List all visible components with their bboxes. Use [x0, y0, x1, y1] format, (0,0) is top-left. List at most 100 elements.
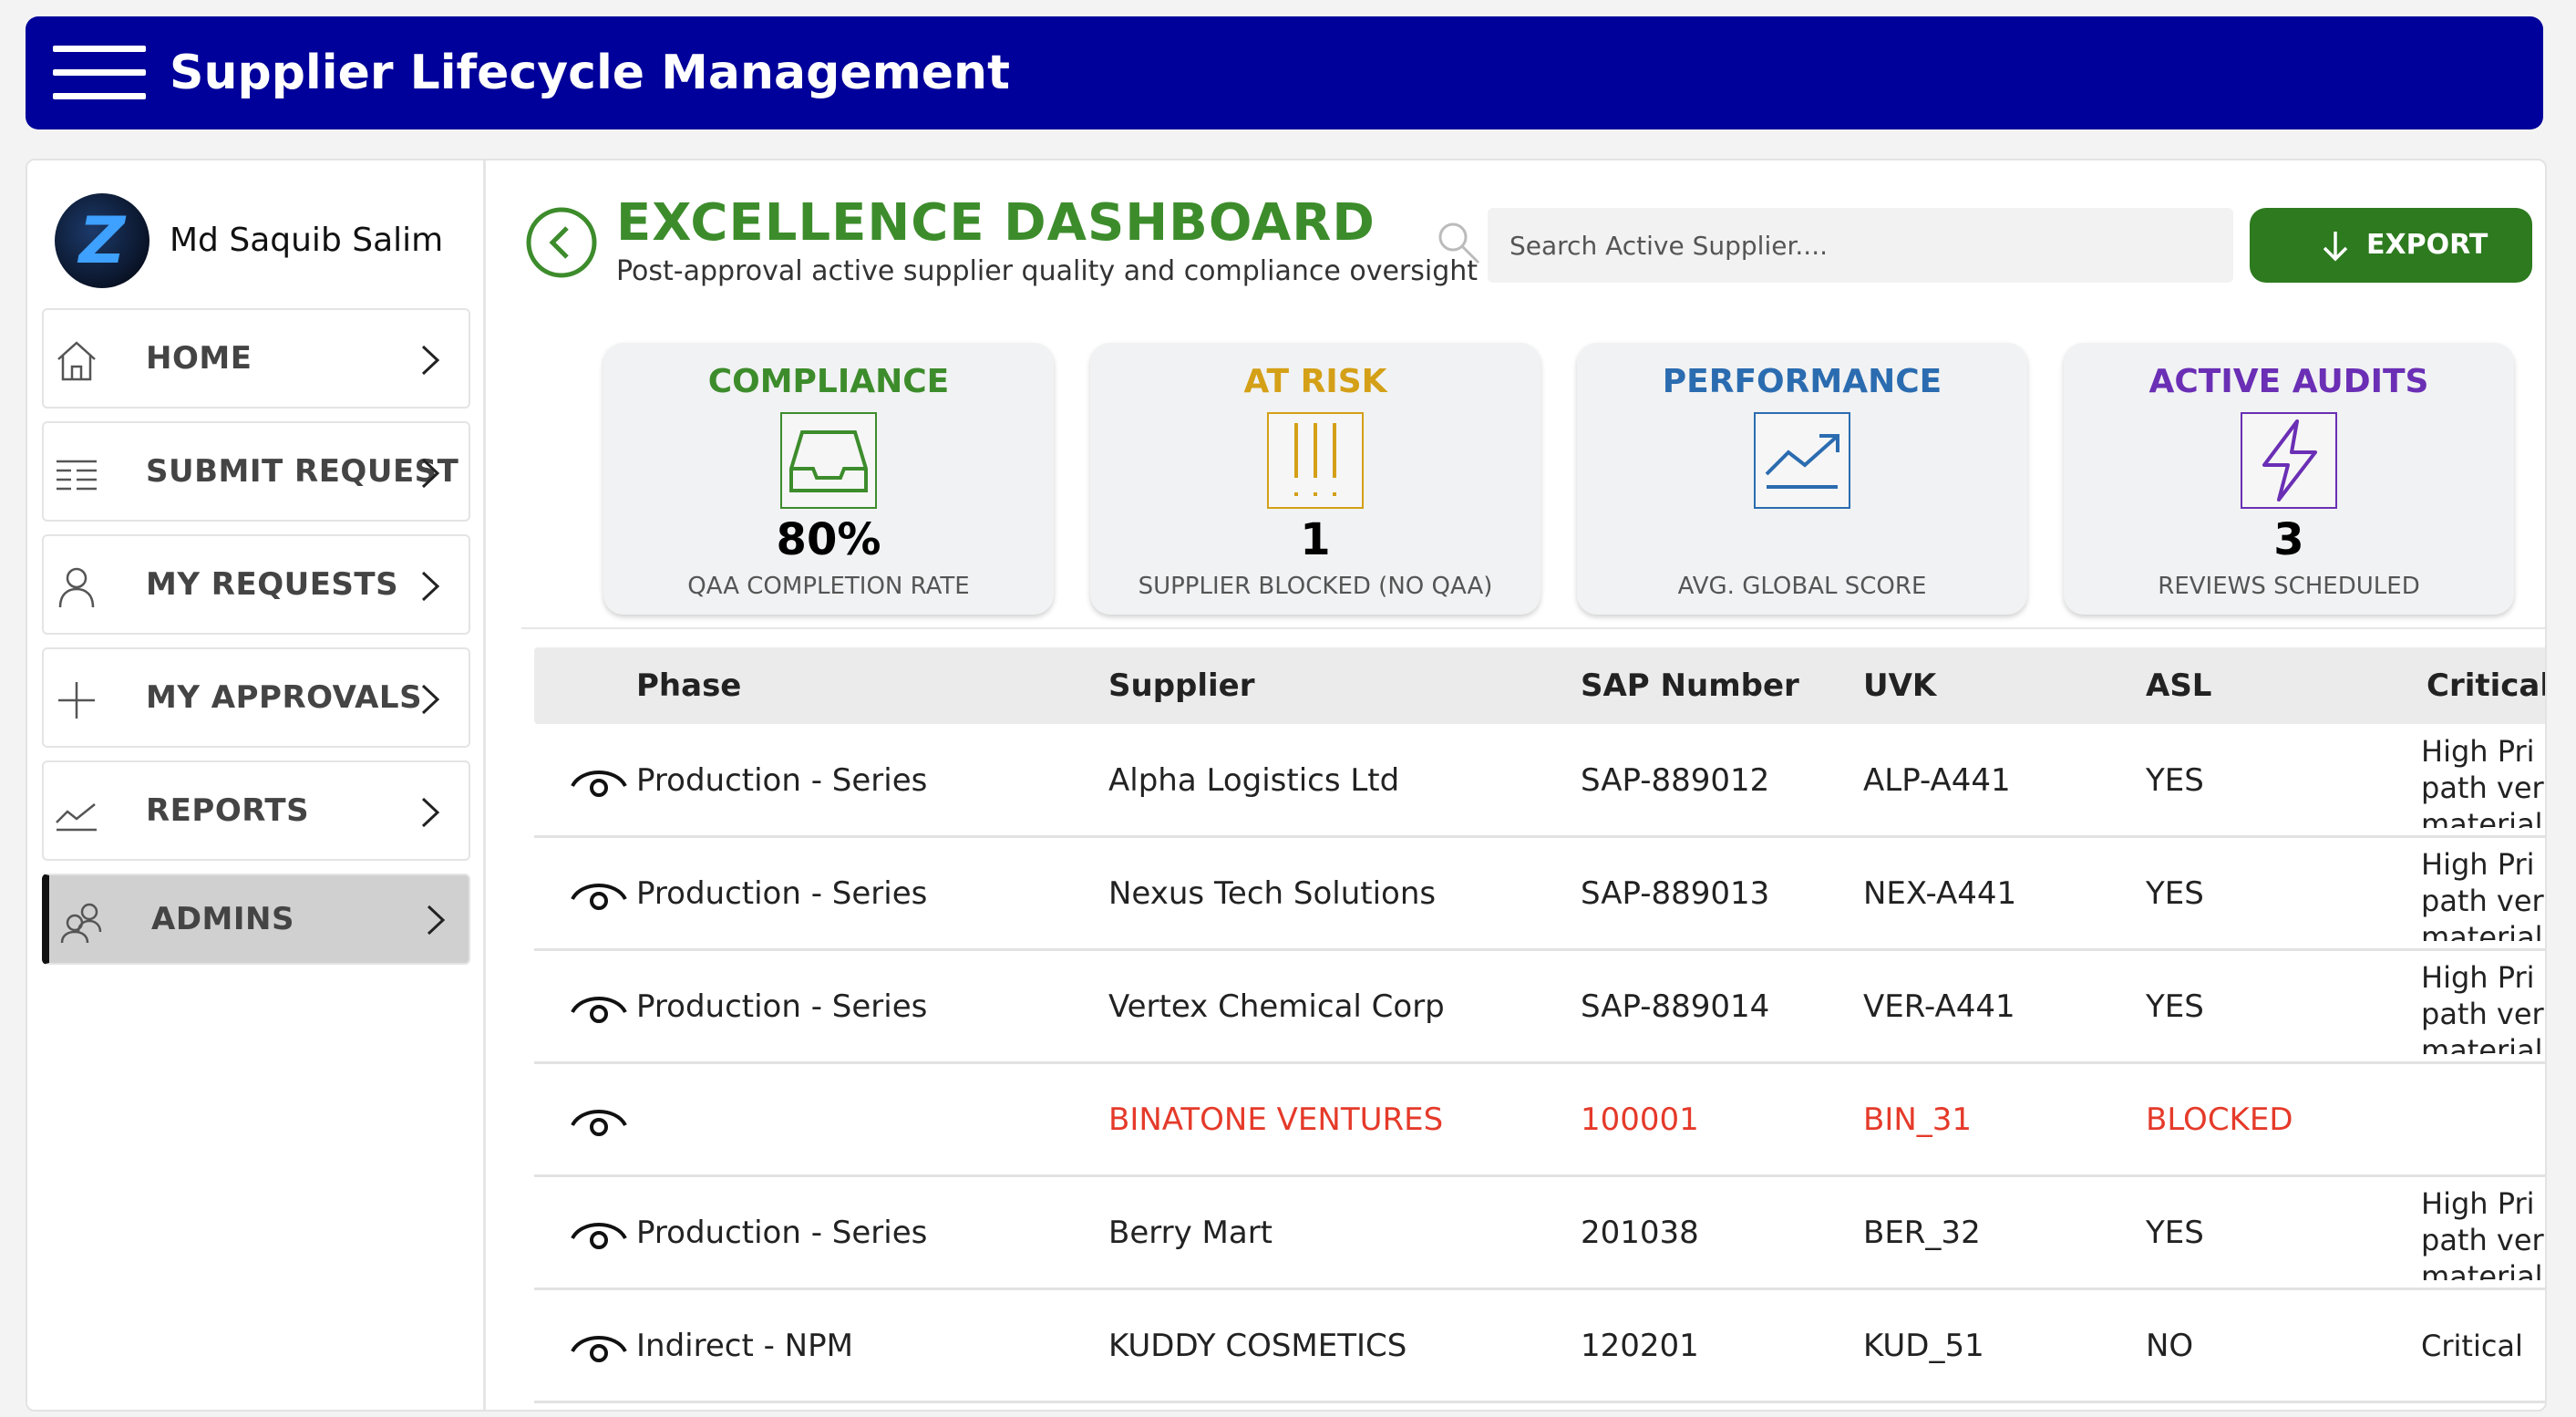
- chevron-right-icon: [421, 571, 440, 602]
- column-header-uvk[interactable]: UVK: [1863, 667, 1937, 704]
- sidebar-item-reports[interactable]: REPORTS: [42, 760, 470, 861]
- column-header-asl[interactable]: ASL: [2146, 667, 2212, 704]
- cell-critical: [2421, 1072, 2545, 1167]
- search-input[interactable]: [1488, 208, 2233, 283]
- export-button[interactable]: EXPORT: [2250, 208, 2532, 283]
- trend-up-icon: [1754, 412, 1850, 509]
- plus-icon: [58, 682, 95, 719]
- list-icon: [57, 460, 97, 491]
- sidebar-item-label: SUBMIT REQUEST: [146, 453, 459, 490]
- chart-line-icon: [56, 803, 97, 832]
- inbox-icon: [780, 412, 877, 509]
- chevron-right-icon: [421, 797, 440, 828]
- table-row[interactable]: Production - Series Berry Mart 201038 BE…: [534, 1178, 2545, 1290]
- kpi-title: AT RISK: [1243, 363, 1387, 400]
- sidebar-item-my-approvals[interactable]: MY APPROVALS: [42, 647, 470, 748]
- cell-asl: YES: [2146, 762, 2204, 799]
- cell-critical: Critical: [2421, 1329, 2523, 1363]
- cell-phase: Production - Series: [636, 875, 928, 912]
- cell-phase: Production - Series: [636, 762, 928, 799]
- cell-uvk: BER_32: [1863, 1215, 1981, 1251]
- column-header-sap-number[interactable]: SAP Number: [1581, 667, 1799, 704]
- table-row[interactable]: Production - Series Alpha Logistics Ltd …: [534, 726, 2545, 838]
- table-header: Phase Supplier SAP Number UVK ASL Critic…: [534, 647, 2547, 724]
- sidebar-item-label: MY APPROVALS: [146, 679, 423, 716]
- search-icon: [1438, 222, 1480, 264]
- page-subtitle: Post-approval active supplier quality an…: [616, 255, 1479, 287]
- table-row[interactable]: Indirect - NPM KUDDY COSMETICS 120201 KU…: [534, 1291, 2545, 1403]
- cell-uvk: KUD_51: [1863, 1328, 1984, 1364]
- home-icon: [57, 341, 96, 381]
- table-row[interactable]: Production - Series Vertex Chemical Corp…: [534, 952, 2545, 1064]
- column-header-critical[interactable]: Critical: [2427, 667, 2547, 704]
- table-row-blocked[interactable]: BINATONE VENTURES 100001 BIN_31 BLOCKED: [534, 1065, 2545, 1177]
- kpi-label: AVG. GLOBAL SCORE: [1677, 573, 1927, 600]
- cell-critical: High Pri path ver material: [2421, 1186, 2544, 1280]
- cell-sap-number: 201038: [1581, 1215, 1699, 1251]
- cell-phase: Production - Series: [636, 988, 928, 1025]
- app-title: Supplier Lifecycle Management: [170, 46, 1010, 100]
- download-arrow-icon: [2323, 232, 2348, 262]
- cell-sap-number: SAP-889014: [1581, 988, 1770, 1025]
- cell-supplier: Vertex Chemical Corp: [1108, 988, 1445, 1025]
- kpi-card-at-risk[interactable]: AT RISK 1 SUPPLIER BLOCKED (NO QAA): [1090, 343, 1540, 615]
- kpi-label: SUPPLIER BLOCKED (NO QAA): [1138, 573, 1493, 600]
- chevron-right-icon: [421, 458, 440, 489]
- cell-sap-number: 100001: [1581, 1102, 1699, 1138]
- eye-icon[interactable]: [569, 988, 629, 1027]
- chevron-right-icon: [421, 345, 440, 376]
- cell-supplier: Berry Mart: [1108, 1215, 1273, 1251]
- person-icon: [58, 567, 95, 608]
- lightning-icon: [2241, 412, 2337, 509]
- main-container: Z Md Saquib Salim HOME SUBMIT REQUEST MY…: [26, 159, 2547, 1412]
- exclamation-icon: [1267, 412, 1364, 509]
- cell-critical: High Pri path ver material: [2421, 847, 2544, 941]
- sidebar-item-label: ADMINS: [151, 901, 294, 937]
- sidebar: Z Md Saquib Salim HOME SUBMIT REQUEST MY…: [27, 160, 486, 1410]
- sidebar-item-label: HOME: [146, 340, 252, 377]
- sidebar-item-my-requests[interactable]: MY REQUESTS: [42, 534, 470, 635]
- sidebar-item-label: MY REQUESTS: [146, 566, 399, 603]
- main-content: EXCELLENCE DASHBOARD Post-approval activ…: [501, 160, 2545, 1410]
- eye-icon[interactable]: [569, 762, 629, 801]
- cell-sap-number: SAP-889012: [1581, 762, 1770, 799]
- kpi-title: PERFORMANCE: [1662, 363, 1942, 400]
- menu-icon[interactable]: [53, 44, 146, 102]
- cell-asl: BLOCKED: [2146, 1102, 2293, 1138]
- app-header: Supplier Lifecycle Management: [26, 16, 2543, 129]
- cell-supplier: Alpha Logistics Ltd: [1108, 762, 1400, 799]
- kpi-card-performance[interactable]: PERFORMANCE AVG. GLOBAL SCORE: [1577, 343, 2027, 615]
- kpi-title: ACTIVE AUDITS: [2148, 363, 2429, 400]
- chevron-right-icon: [421, 684, 440, 715]
- cell-asl: NO: [2146, 1328, 2194, 1364]
- cell-asl: YES: [2146, 875, 2204, 912]
- sidebar-item-home[interactable]: HOME: [42, 308, 470, 409]
- sidebar-item-label: REPORTS: [146, 792, 310, 829]
- people-icon: [60, 903, 102, 944]
- sidebar-item-admins[interactable]: ADMINS: [42, 874, 470, 965]
- eye-icon[interactable]: [569, 875, 629, 914]
- page-title: EXCELLENCE DASHBOARD: [616, 193, 1376, 253]
- column-header-phase[interactable]: Phase: [636, 667, 742, 704]
- cell-supplier: KUDDY COSMETICS: [1108, 1328, 1407, 1364]
- export-label: EXPORT: [2366, 229, 2488, 261]
- cell-supplier: BINATONE VENTURES: [1108, 1102, 1444, 1138]
- chevron-right-icon: [427, 905, 446, 936]
- kpi-card-compliance[interactable]: COMPLIANCE 80% QAA COMPLETION RATE: [603, 343, 1054, 615]
- avatar[interactable]: Z: [55, 193, 149, 288]
- cell-critical: High Pri path ver material: [2421, 734, 2544, 828]
- table-row[interactable]: Production - Series Nexus Tech Solutions…: [534, 839, 2545, 951]
- column-header-supplier[interactable]: Supplier: [1108, 667, 1255, 704]
- sidebar-item-submit-request[interactable]: SUBMIT REQUEST: [42, 421, 470, 522]
- kpi-title: COMPLIANCE: [707, 363, 950, 400]
- kpi-card-active-audits[interactable]: ACTIVE AUDITS 3 REVIEWS SCHEDULED: [2064, 343, 2514, 615]
- kpi-value: 80%: [776, 514, 881, 565]
- cell-sap-number: SAP-889013: [1581, 875, 1770, 912]
- kpi-label: REVIEWS SCHEDULED: [2158, 573, 2420, 600]
- eye-icon[interactable]: [569, 1215, 629, 1253]
- eye-icon[interactable]: [569, 1102, 629, 1140]
- eye-icon[interactable]: [569, 1328, 629, 1366]
- kpi-value: 1: [1300, 514, 1331, 565]
- back-arrow-icon[interactable]: [525, 206, 598, 279]
- user-name: Md Saquib Salim: [170, 222, 444, 259]
